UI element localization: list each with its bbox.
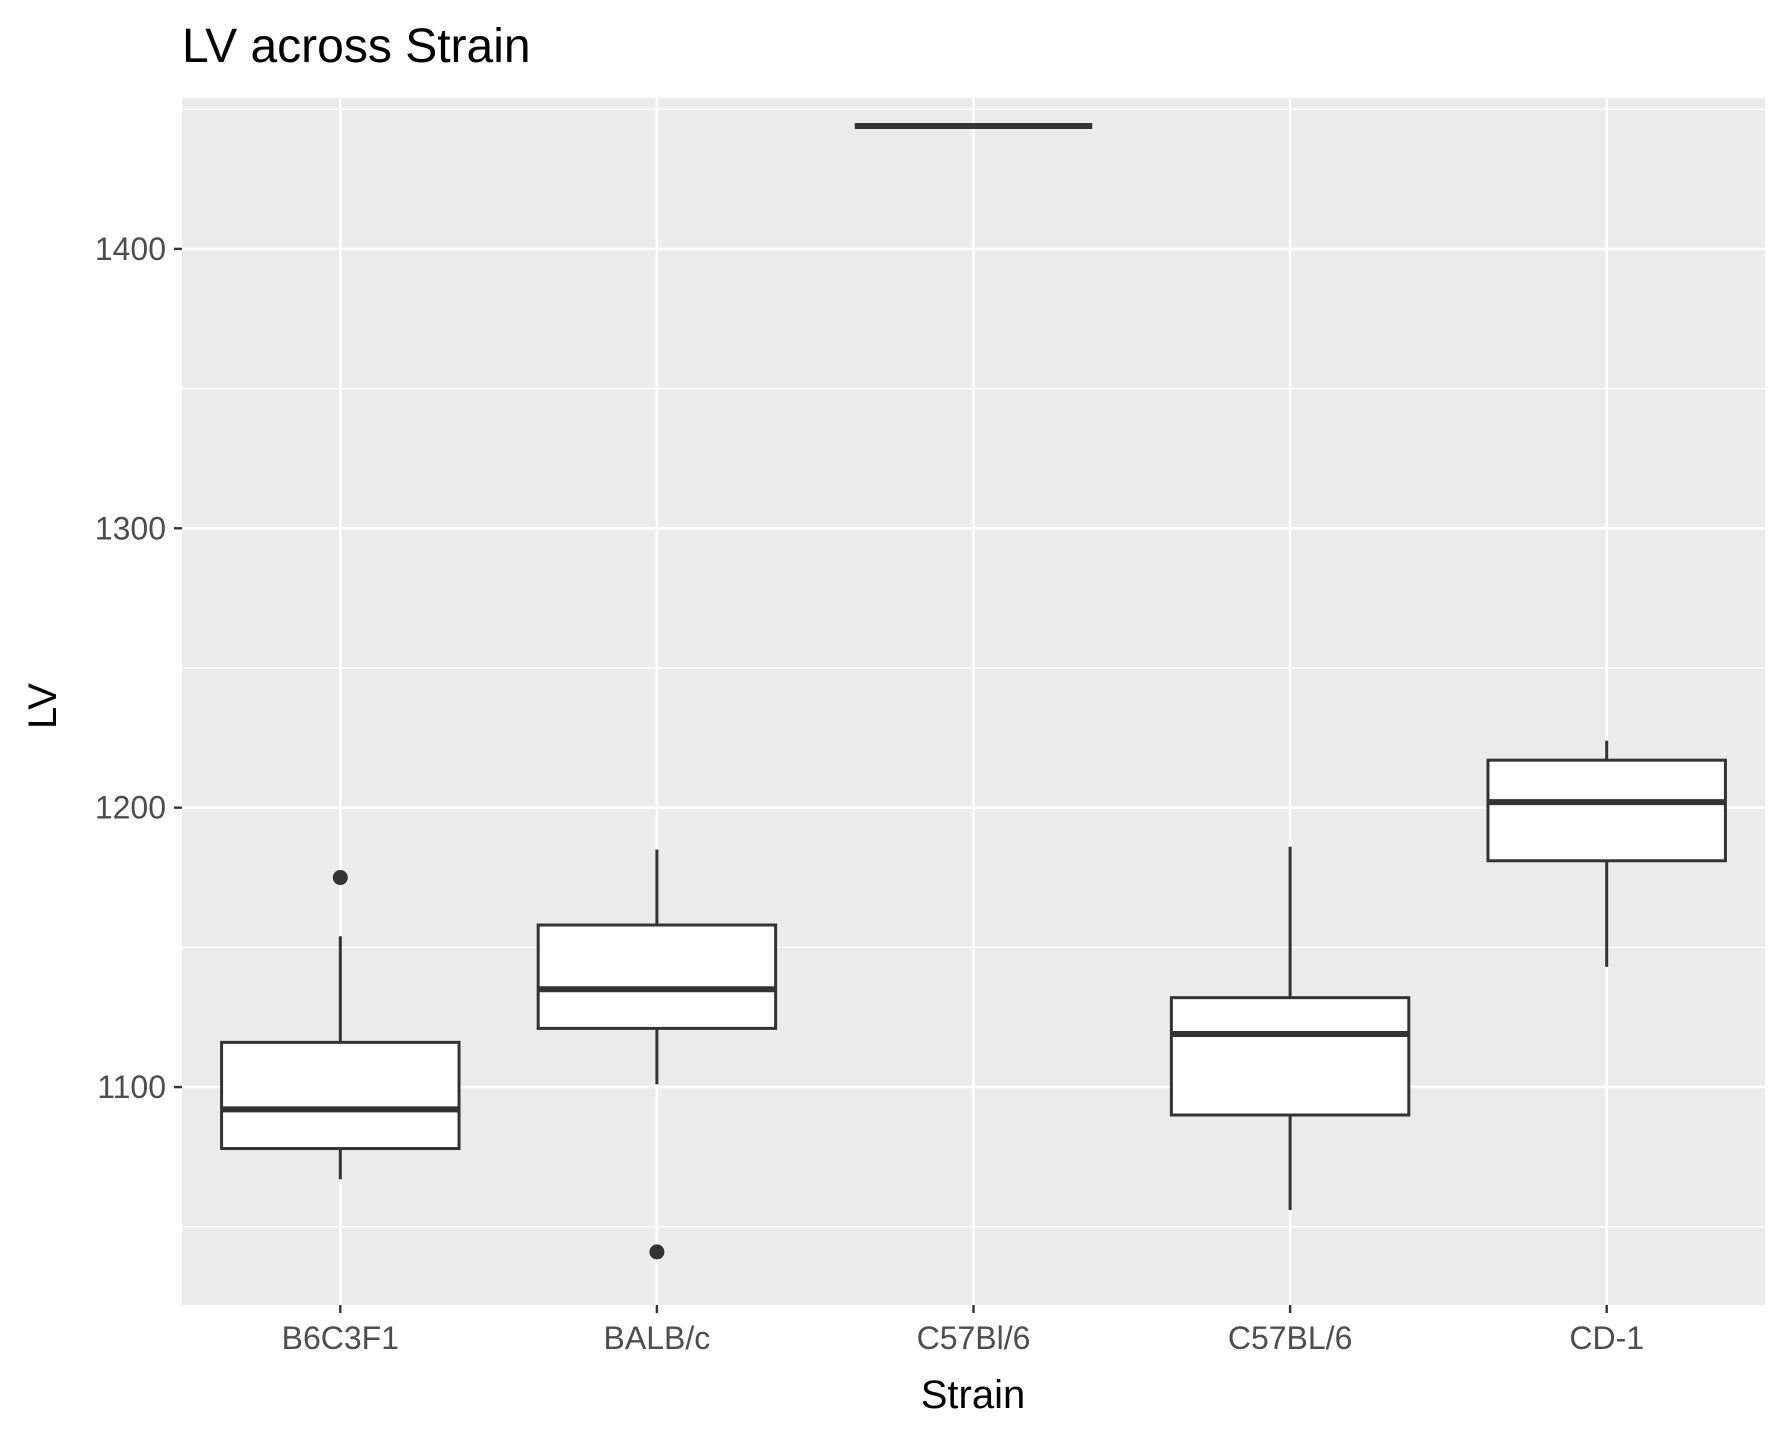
box-c57bl-6 <box>1169 846 1411 1211</box>
outlier-point <box>649 1244 665 1260</box>
y-tick-label: 1200 <box>95 790 166 826</box>
iqr-box <box>220 1040 461 1151</box>
x-tick-label: B6C3F1 <box>282 1320 399 1356</box>
iqr-box <box>536 923 778 1030</box>
y-axis-title: LV <box>21 683 65 729</box>
x-tick-label: C57Bl/6 <box>917 1320 1031 1356</box>
chart-title: LV across Strain <box>182 20 531 73</box>
outlier-point <box>332 870 348 886</box>
y-tick-label: 1400 <box>95 231 166 267</box>
iqr-box <box>1169 996 1411 1117</box>
x-tick-label: CD-1 <box>1569 1320 1644 1356</box>
box-cd-1 <box>1486 740 1727 967</box>
box-balb-c <box>536 849 778 1260</box>
x-axis-title: Strain <box>921 1373 1026 1417</box>
iqr-box <box>1486 758 1727 863</box>
x-tick-label: BALB/c <box>604 1320 711 1356</box>
y-tick-label: 1300 <box>95 510 166 546</box>
x-tick-label: C57BL/6 <box>1228 1320 1353 1356</box>
box-b6c3f1 <box>220 870 461 1180</box>
y-tick-label: 1100 <box>97 1069 166 1105</box>
